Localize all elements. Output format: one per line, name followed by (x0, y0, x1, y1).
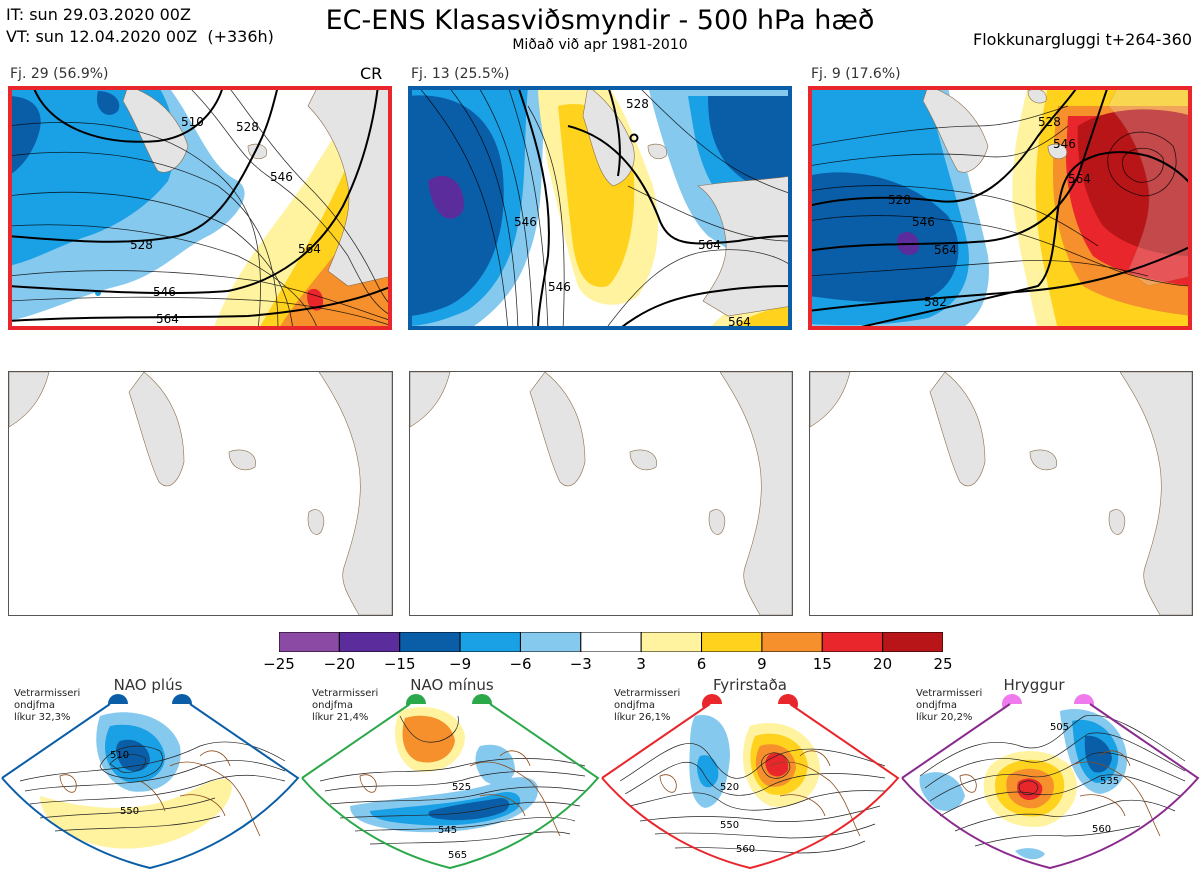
regime-nao-plus: NAO plús Vetrarmisseri ondjfma líkur 32,… (0, 676, 300, 871)
contour-label: 528 (236, 120, 259, 134)
colorbar-tick-label: −20 (323, 655, 356, 673)
colorbar-segment (882, 631, 944, 653)
contour-label: 546 (548, 280, 571, 294)
colorbar-tick-label: −15 (383, 655, 416, 673)
regime-blocking: Fyrirstaða Vetrarmisseri ondjfma líkur 2… (600, 676, 900, 871)
cluster-3-map: 528 546 564 528 546 564 582 (808, 86, 1192, 330)
contour-label: 560 (736, 844, 755, 855)
colorbar-segment (278, 631, 340, 653)
colorbar-tick-label: 6 (696, 655, 707, 673)
colorbar-segment (338, 631, 401, 653)
contour-label: 528 (1038, 115, 1061, 129)
colorbar-segment (640, 631, 703, 653)
contour-label: 546 (153, 285, 176, 299)
colorbar-segment (821, 631, 884, 653)
contour-label: 525 (452, 782, 471, 793)
contour-label: 565 (448, 850, 467, 861)
contour-label: 505 (1050, 722, 1069, 733)
contour-label: 546 (912, 215, 935, 229)
cluster-1-detail-map (8, 371, 393, 616)
cluster-2-label: Fj. 13 (25.5%) (411, 66, 510, 82)
colorbar-segment (459, 631, 521, 653)
contour-label: 564 (298, 242, 321, 256)
colorbar-tick-label: −25 (263, 655, 295, 673)
header-left: IT: sun 29.03.2020 00Z VT: sun 12.04.202… (6, 4, 274, 48)
cluster-1-regime-code: CR (360, 64, 383, 83)
colorbar-tick-label: 20 (873, 655, 893, 673)
regime-note: Vetrarmisseri ondjfma líkur 21,4% (312, 688, 379, 723)
contour-label: 528 (888, 193, 911, 207)
colorbar-tick-label: 15 (812, 655, 832, 673)
colorbar-segment (399, 631, 461, 653)
contour-label: 564 (1068, 172, 1091, 186)
contour-label: 510 (110, 750, 129, 761)
colorbar (278, 631, 944, 656)
regime-note: Vetrarmisseri ondjfma líkur 20,2% (916, 688, 983, 723)
contour-label: 564 (156, 312, 179, 326)
colorbar-tick-label: 9 (757, 655, 767, 673)
contour-label: 564 (934, 243, 957, 257)
contour-label: 564 (698, 238, 721, 252)
contour-label: 546 (270, 170, 293, 184)
regime-title: NAO plús (113, 676, 183, 694)
contour-label: 545 (438, 825, 457, 836)
regime-title: Fyrirstaða (713, 676, 787, 694)
contour-label: 564 (728, 315, 751, 329)
regime-note: Vetrarmisseri ondjfma líkur 26,1% (614, 688, 681, 723)
colorbar-tick-label: −9 (449, 655, 472, 673)
contour-label: 582 (924, 295, 947, 309)
contour-label: 535 (1100, 776, 1119, 787)
initial-time: IT: sun 29.03.2020 00Z (6, 5, 191, 24)
colorbar-tick-label: −6 (509, 655, 532, 673)
colorbar-segment (519, 631, 582, 653)
colorbar-segment (761, 631, 823, 653)
cluster-2-detail-map (409, 371, 793, 616)
colorbar-tick-label: −3 (569, 655, 592, 673)
regime-note: Vetrarmisseri ondjfma líkur 32,3% (14, 688, 81, 723)
colorbar-tick-label: 3 (636, 655, 646, 673)
colorbar-tick-label: 25 (933, 655, 953, 673)
classification-window: Flokkunargluggi t+264-360 (973, 30, 1192, 49)
colorbar-segment (580, 631, 642, 653)
contour-label: 550 (720, 820, 739, 831)
cluster-3-label: Fj. 9 (17.6%) (811, 66, 901, 82)
contour-label: 528 (130, 238, 153, 252)
contour-label: 546 (514, 215, 537, 229)
contour-label: 546 (1053, 137, 1076, 151)
contour-label: 520 (720, 782, 739, 793)
contour-label: 528 (626, 97, 649, 111)
page-title: EC-ENS Klasasviðsmyndir - 500 hPa hæð (325, 5, 875, 36)
page-subtitle: Miðað við apr 1981-2010 (512, 37, 688, 53)
contour-label: 510 (181, 115, 204, 129)
colorbar-segment (701, 631, 763, 653)
cluster-1-map: 510 528 546 528 546 564 564 (8, 86, 392, 330)
regime-title: Hryggur (1003, 676, 1065, 694)
regime-title: NAO mínus (410, 676, 494, 694)
contour-label: 560 (1092, 824, 1111, 835)
cluster-1-label: Fj. 29 (56.9%) (10, 66, 109, 82)
cluster-2-map: 528 546 546 564 564 (408, 86, 792, 330)
regime-nao-minus: NAO mínus Vetrarmisseri ondjfma líkur 21… (300, 676, 600, 871)
contour-label: 550 (120, 806, 139, 817)
cluster-3-detail-map (809, 371, 1193, 616)
valid-time: VT: sun 12.04.2020 00Z (+336h) (6, 27, 274, 46)
regime-ridge: Hryggur Vetrarmisseri ondjfma líkur 20,2… (900, 676, 1200, 871)
